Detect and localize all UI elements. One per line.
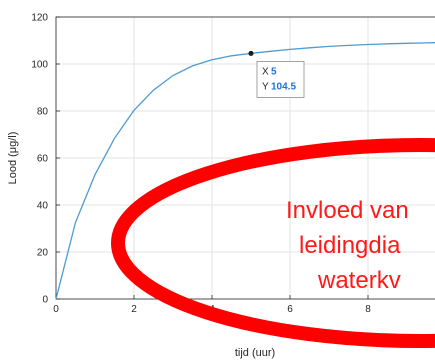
datatip-x-label: X: [262, 66, 269, 77]
annotation-line: Invloed van: [286, 197, 409, 224]
y-tick-label: 120: [31, 13, 48, 24]
annotation-line: waterkv: [317, 267, 401, 294]
annotation-line: leidingdia: [299, 232, 401, 259]
y-tick-label: 40: [37, 201, 49, 212]
y-axis-label: Lood (μg/l): [7, 132, 19, 185]
datatip-y-label: Y: [262, 81, 269, 92]
y-tick-label: 20: [37, 248, 49, 259]
y-tick-label: 0: [42, 295, 48, 306]
datatip[interactable]: X 5Y 104.5: [248, 50, 305, 98]
y-tick-label: 80: [37, 107, 49, 118]
x-tick-label: 2: [131, 304, 137, 315]
series-line: [55, 42, 435, 300]
datatip-y-value: 104.5: [271, 81, 296, 92]
datatip-marker[interactable]: [248, 50, 254, 56]
x-tick-label: 8: [365, 304, 371, 315]
x-tick-label: 0: [53, 304, 59, 315]
series-layer: [55, 42, 435, 300]
datatip-x-value: 5: [271, 66, 277, 77]
annotation-text: Invloed van leidingdia waterkv: [286, 197, 409, 294]
x-tick-label: 6: [287, 304, 293, 315]
datatip-box: [256, 61, 305, 98]
x-axis-label: tijd (uur): [235, 347, 275, 359]
annotation-ellipse: [111, 138, 435, 348]
y-tick-label: 100: [31, 60, 48, 71]
y-tick-label: 60: [37, 154, 49, 165]
